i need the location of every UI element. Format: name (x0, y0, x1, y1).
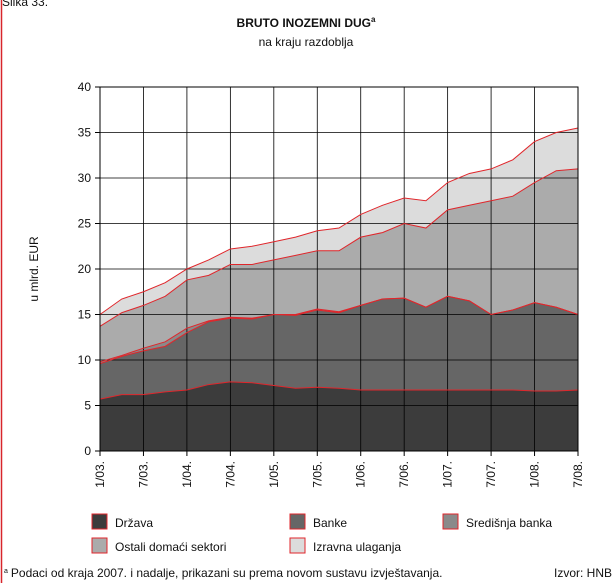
legend-label: Središnja banka (466, 516, 552, 530)
y-tick-label: 0 (84, 444, 91, 458)
y-tick-label: 10 (78, 353, 92, 367)
area (100, 127, 578, 327)
x-tick-label: 7/04. (223, 461, 237, 488)
y-tick-label: 35 (78, 126, 92, 140)
title-text: BRUTO INOZEMNI DUG (237, 16, 371, 30)
legend-swatch (442, 513, 459, 530)
x-tick-label: 1/08. (528, 461, 542, 488)
x-tick-label: 7/08. (571, 461, 585, 488)
x-tick-label: 1/03. (93, 461, 107, 488)
series-line (99, 127, 579, 315)
y-axis-label: u mlrd. EUR (27, 236, 41, 302)
title-marker: a (371, 15, 376, 24)
area (100, 168, 578, 362)
figure-label: Slika 33. (2, 0, 48, 9)
chart-subtitle: na kraju razdoblja (259, 35, 354, 49)
legend-swatch (91, 513, 108, 530)
series-line (99, 295, 579, 363)
series-line (99, 381, 579, 400)
y-tick-label: 30 (78, 171, 92, 185)
legend-label: Ostali domaći sektori (115, 540, 226, 554)
footnote-text: Podaci od kraja 2007. i nadalje, prikaza… (11, 566, 443, 580)
x-tick-label: 1/04. (180, 461, 194, 488)
x-tick-label: 7/06. (397, 461, 411, 488)
footnote: a Podaci od kraja 2007. i nadalje, prikaz… (4, 566, 442, 580)
legend-label: Država (115, 516, 153, 530)
footnote-marker: a (4, 568, 8, 575)
chart-title: BRUTO INOZEMNI DUGa (237, 15, 376, 30)
y-tick-label: 5 (84, 399, 91, 413)
x-tick-label: 7/05. (310, 461, 324, 488)
x-tick-label: 7/03. (136, 461, 150, 488)
x-tick-label: 1/05. (267, 461, 281, 488)
x-tick-label: 1/06. (354, 461, 368, 488)
area (100, 296, 578, 400)
source: Izvor: HNB (554, 566, 612, 580)
legend-swatch (289, 537, 306, 554)
y-tick-label: 25 (78, 217, 92, 231)
legend-label: Izravna ulaganja (313, 540, 401, 554)
plot-frame (99, 86, 579, 452)
legend-swatch (91, 537, 108, 554)
legend-label: Banke (313, 516, 347, 530)
x-tick-label: 1/07. (441, 461, 455, 488)
y-tick-label: 40 (78, 80, 92, 94)
series-line (99, 168, 579, 327)
y-tick-label: 15 (78, 308, 92, 322)
y-tick-label: 20 (78, 262, 92, 276)
x-tick-label: 7/07. (484, 461, 498, 488)
area (100, 381, 578, 451)
legend-swatch (289, 513, 306, 530)
